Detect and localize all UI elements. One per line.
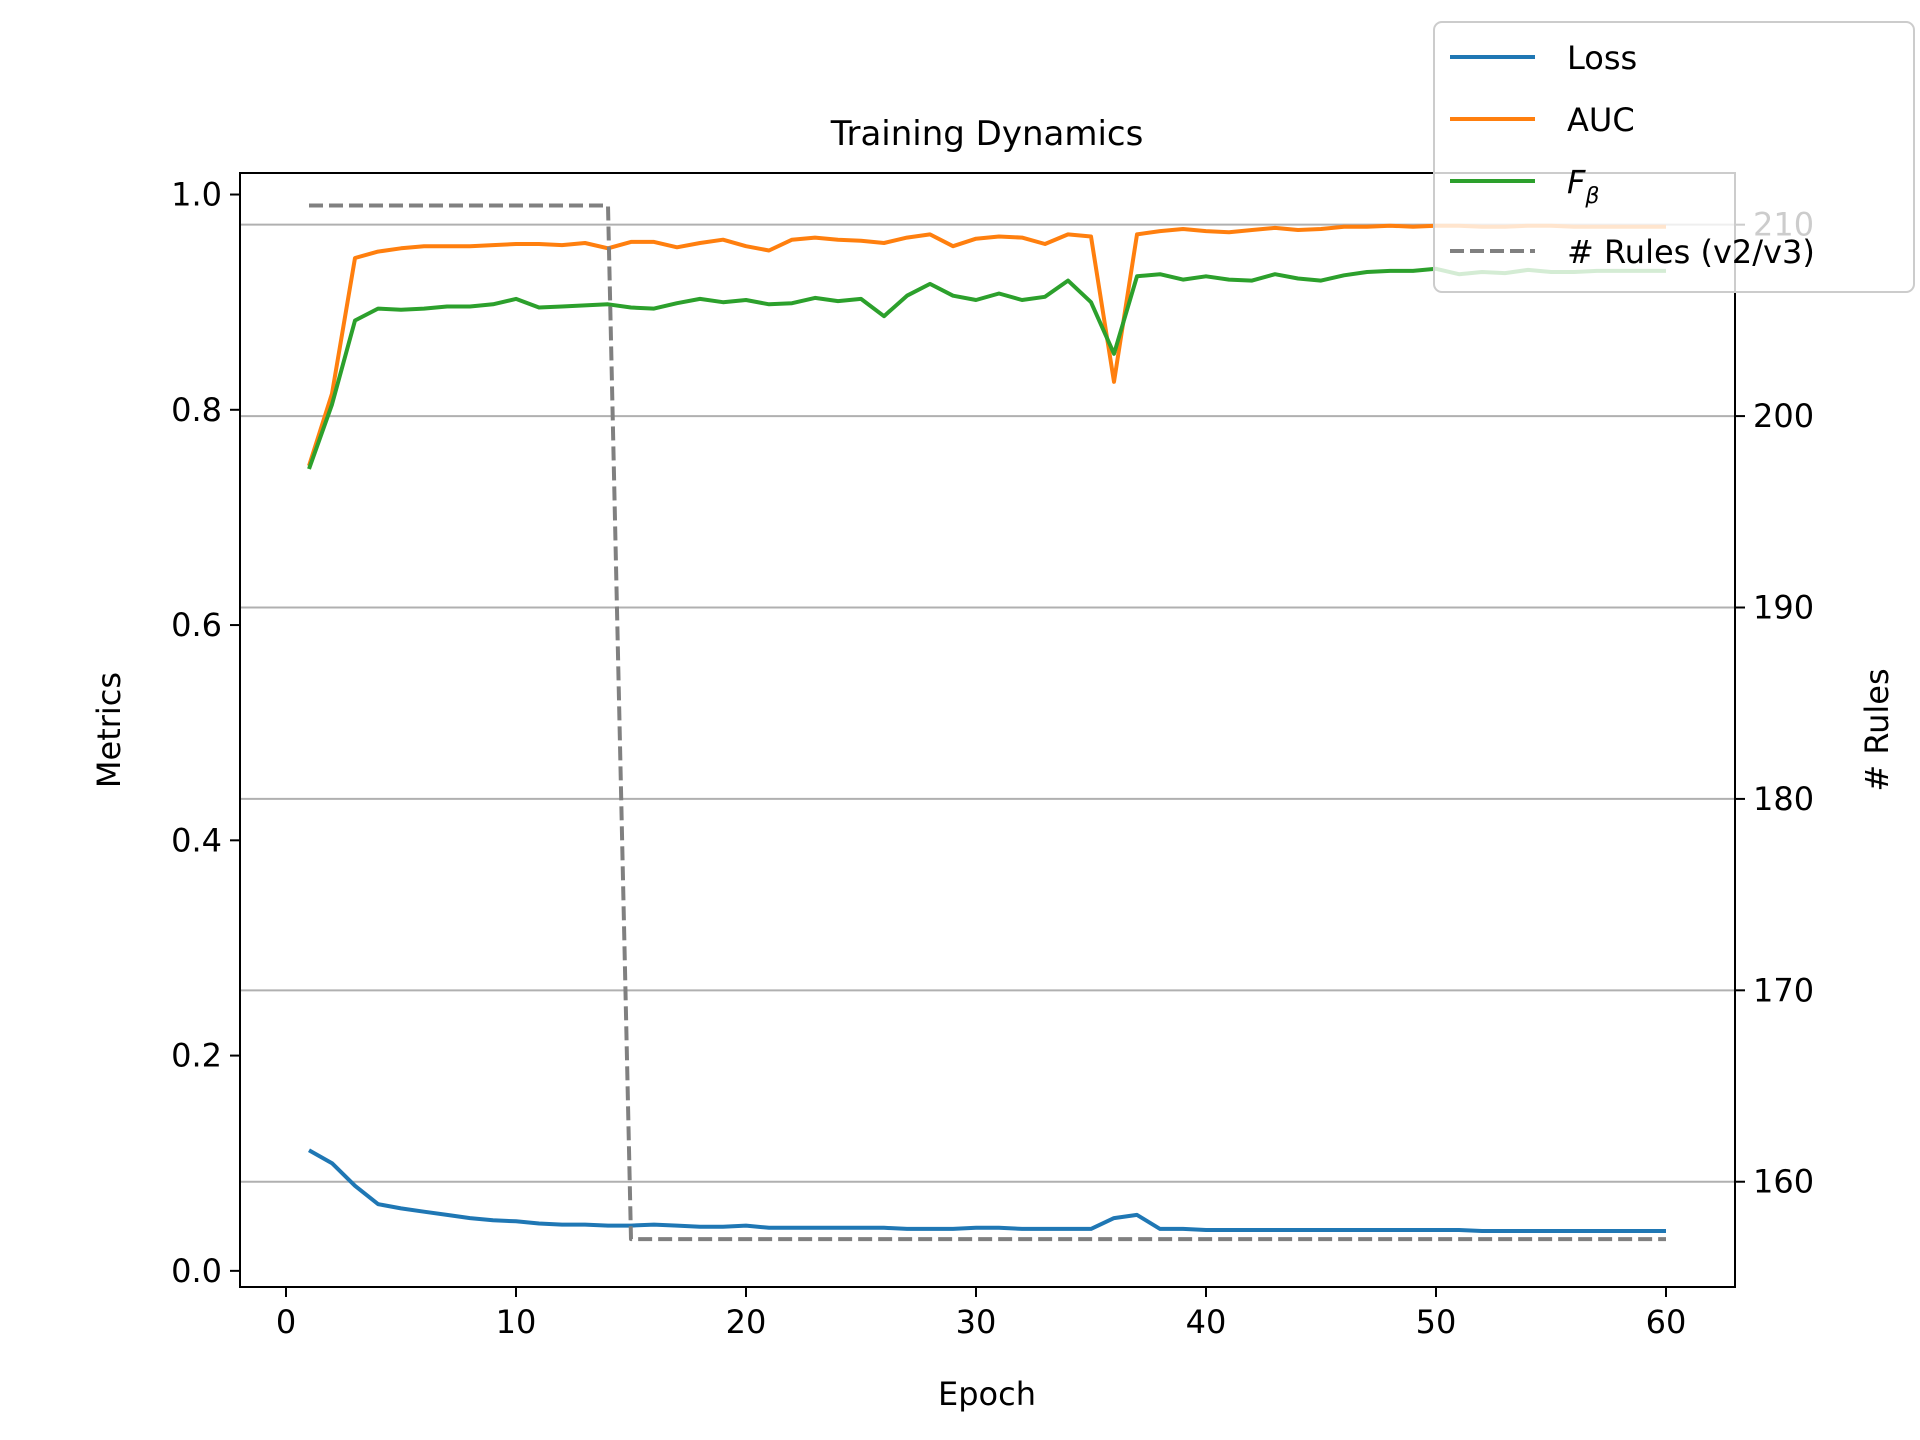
legend-label-auc: AUC bbox=[1567, 101, 1635, 139]
y-left-tick-label-5: 1.0 bbox=[171, 176, 222, 214]
series-line-loss bbox=[308, 1148, 1666, 1233]
x-tick-label-2: 20 bbox=[726, 1303, 767, 1341]
y-right-tick-label-3: 190 bbox=[1753, 588, 1814, 626]
y-left-tick-label-2: 0.4 bbox=[171, 821, 222, 859]
x-tick-label-6: 60 bbox=[1646, 1303, 1687, 1341]
legend-label-fbeta: Fβ bbox=[1567, 163, 1599, 209]
y-left-tick-label-0: 0.0 bbox=[171, 1252, 222, 1290]
y-right-tick-label-4: 200 bbox=[1753, 397, 1814, 435]
series-line-rules-v2-v3 bbox=[309, 203, 1666, 1242]
y-right-tick-label-0: 160 bbox=[1753, 1163, 1814, 1201]
legend-box bbox=[1433, 21, 1915, 293]
x-tick-label-3: 30 bbox=[956, 1303, 997, 1341]
legend-label-fbeta-main: F bbox=[1567, 163, 1586, 201]
legend: Loss AUC Fβ # Rules (v2/v3) bbox=[1433, 21, 1915, 293]
x-tick-label-0: 0 bbox=[276, 1303, 296, 1341]
y-left-tick-label-4: 0.8 bbox=[171, 391, 222, 429]
legend-label-loss: Loss bbox=[1567, 39, 1637, 77]
x-tick-label-1: 10 bbox=[496, 1303, 537, 1341]
y-left-tick-label-1: 0.2 bbox=[171, 1037, 222, 1075]
x-tick-label-5: 50 bbox=[1416, 1303, 1457, 1341]
chart-title: Training Dynamics bbox=[830, 114, 1144, 154]
legend-label-rules: # Rules (v2/v3) bbox=[1567, 233, 1815, 271]
y-right-tick-label-2: 180 bbox=[1753, 780, 1814, 818]
y-axis-label-left: Metrics bbox=[90, 672, 128, 788]
x-tick-label-4: 40 bbox=[1186, 1303, 1227, 1341]
plot-frame bbox=[239, 172, 1736, 1288]
y-right-tick-label-1: 170 bbox=[1753, 971, 1814, 1009]
legend-label-fbeta-sub: β bbox=[1584, 184, 1599, 209]
x-axis-label: Epoch bbox=[938, 1375, 1036, 1413]
y-axis-label-right: # Rules bbox=[1858, 668, 1896, 791]
y-left-tick-label-3: 0.6 bbox=[171, 606, 222, 644]
